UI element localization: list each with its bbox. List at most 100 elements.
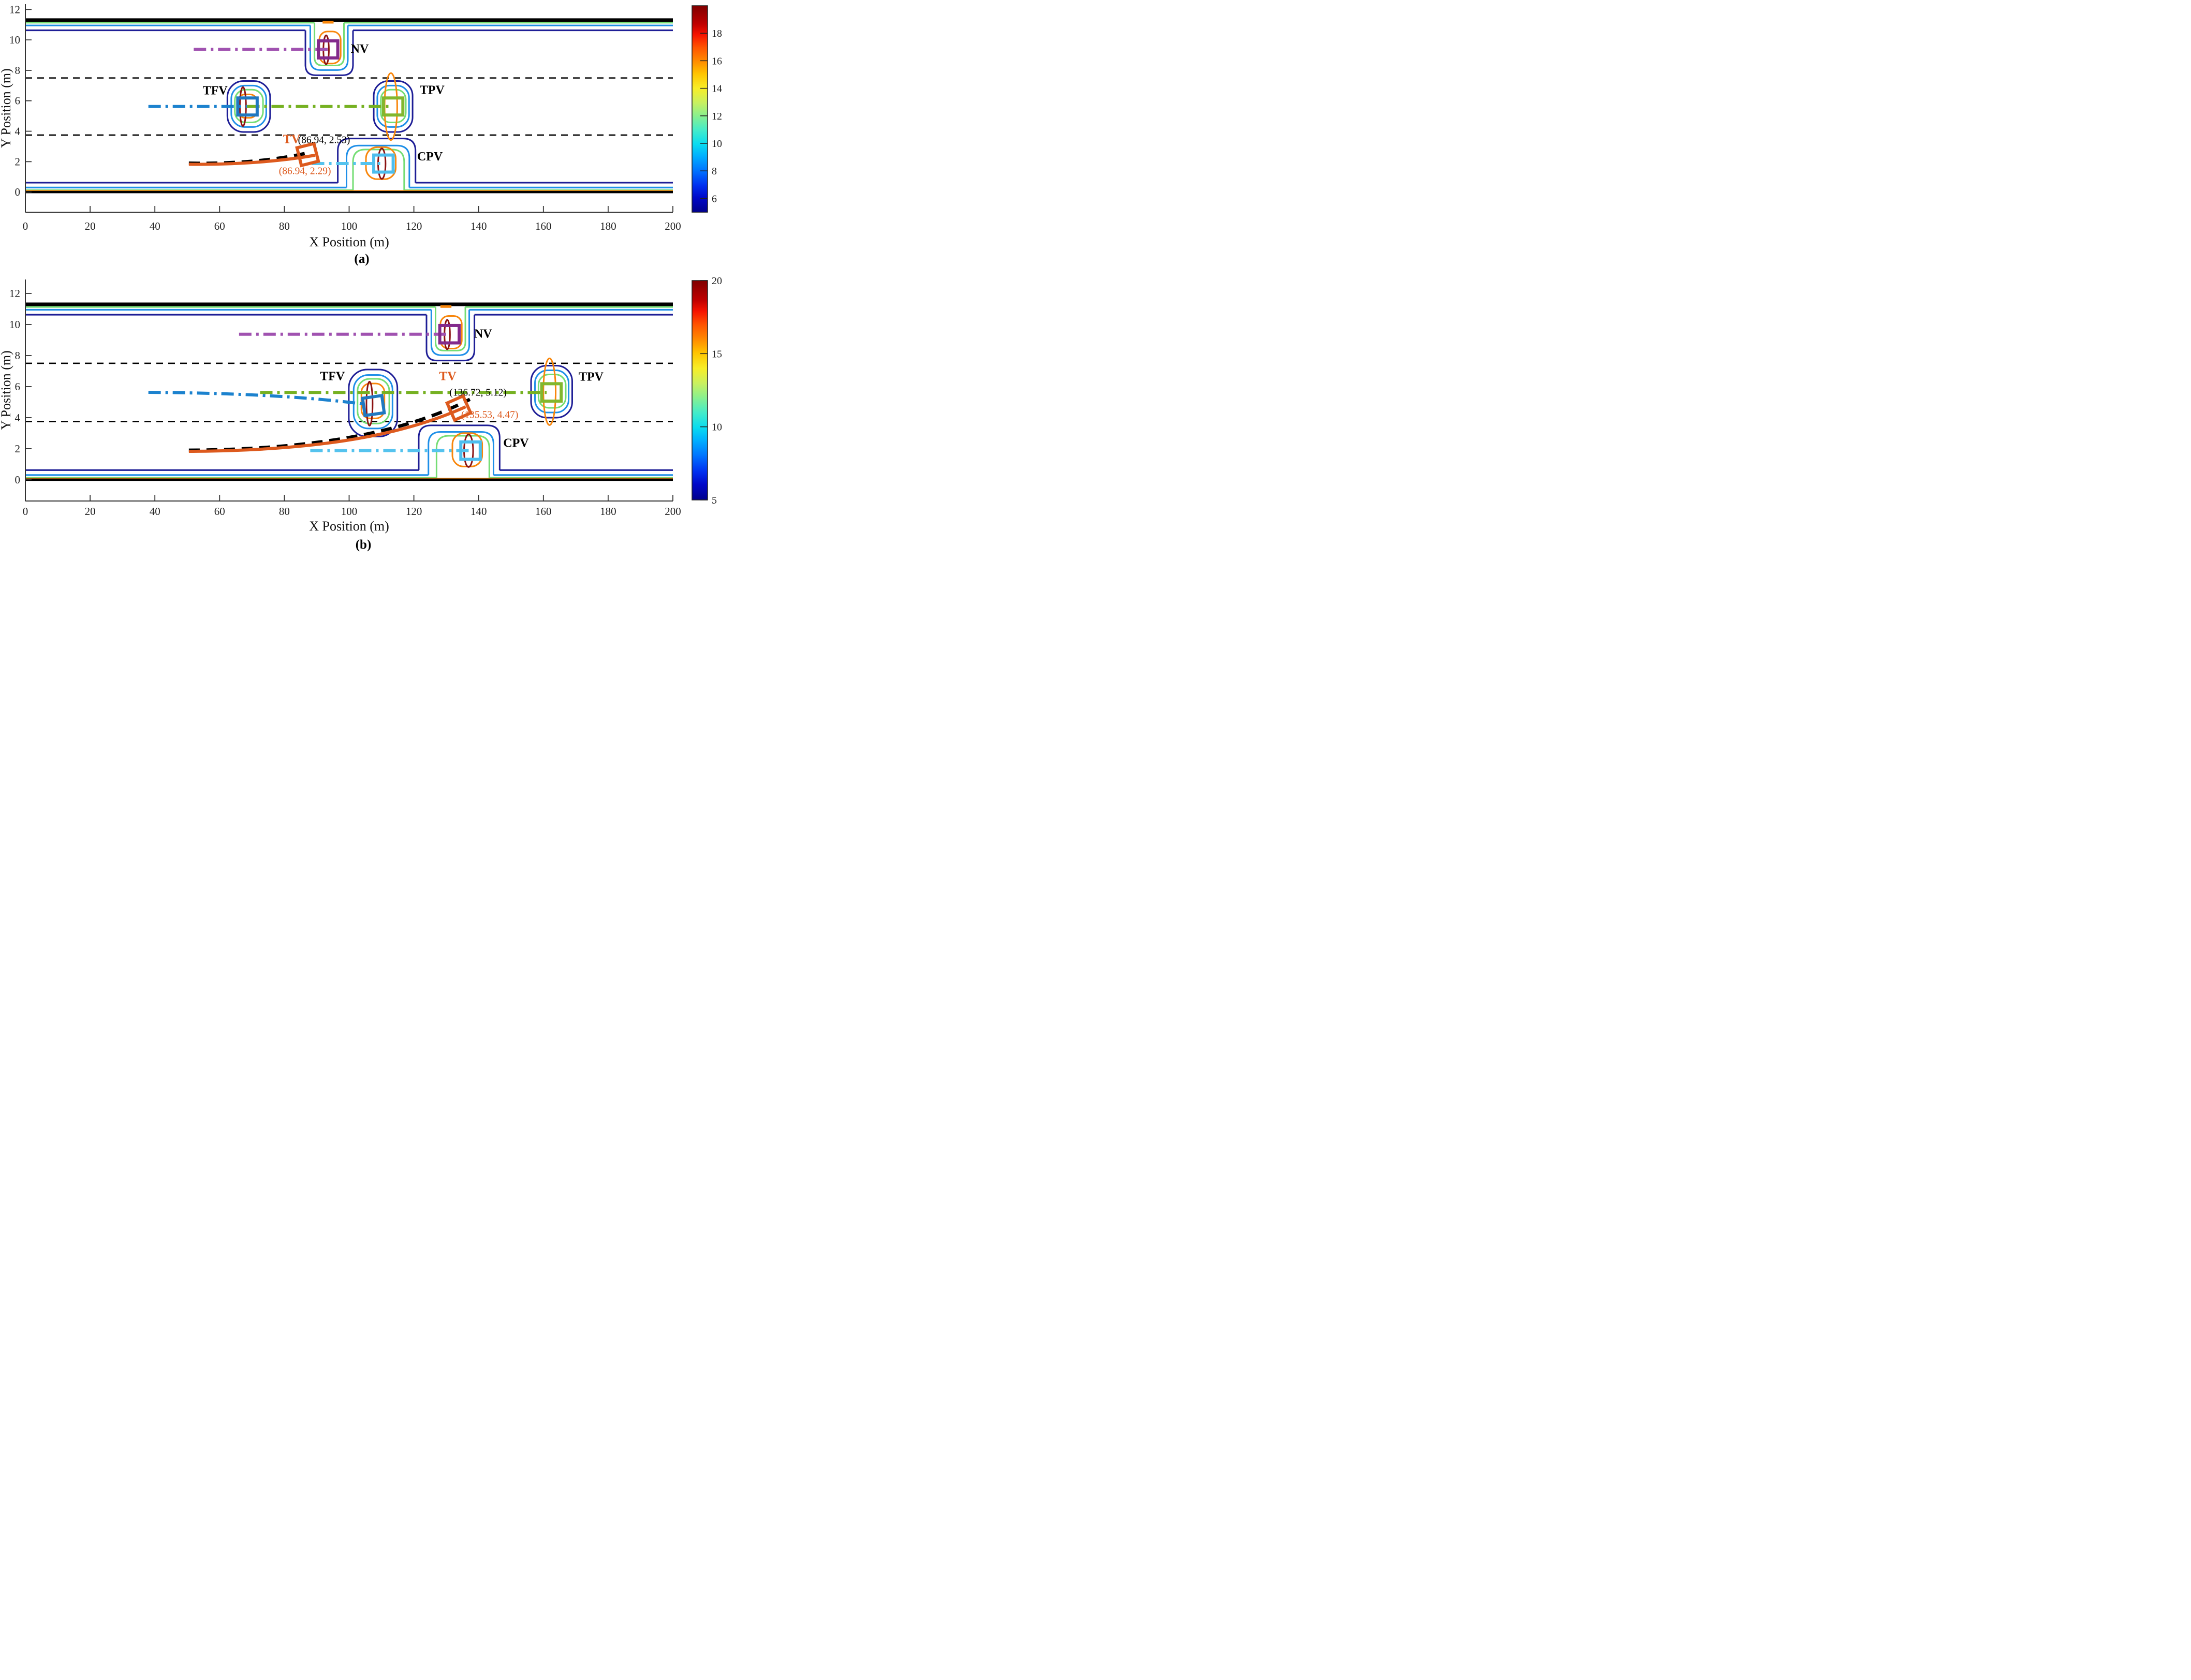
- x-tick-label: 0: [23, 505, 28, 518]
- vehicle-rect-NV: [317, 39, 340, 60]
- contour-bulge-ring: [352, 149, 405, 190]
- contour-notch-ring: [314, 22, 345, 67]
- vehicle-rect-CPV: [372, 153, 395, 174]
- subplot-tag: (b): [356, 538, 372, 552]
- colorbar-frame: [692, 280, 708, 500]
- y-tick-label: 6: [15, 380, 21, 393]
- vehicle-rect-TFV: [361, 393, 386, 418]
- y-tick-label: 6: [15, 95, 21, 107]
- x-tick-label: 120: [406, 505, 422, 518]
- contour-bulge-ring: [345, 144, 410, 188]
- contour-bulge-ring: [337, 138, 417, 183]
- x-tick-label: 80: [279, 505, 290, 518]
- subplot-a: NV TFV TPV TV(86.94, 2.53) (86.94, 2.29) CPV 0…: [0, 3, 681, 266]
- x-tick-label: 40: [150, 220, 160, 232]
- annotation-TFV: TFV: [320, 370, 345, 383]
- x-tick-label: 140: [470, 220, 487, 232]
- x-tick-label: 100: [341, 220, 358, 232]
- x-tick-label: 0: [23, 220, 28, 232]
- x-axis-label: X Position (m): [309, 234, 389, 249]
- x-tick-label: 180: [600, 505, 616, 518]
- x-tick-label: 160: [535, 505, 552, 518]
- annotation-NV: NV: [351, 42, 369, 56]
- y-tick-label: 10: [9, 318, 20, 331]
- x-tick-label: 20: [85, 220, 96, 232]
- vehicle-rect-TPV: [540, 382, 563, 403]
- colorbar-tick-label: 6: [712, 193, 717, 204]
- trajectory-tv-actual: [188, 405, 466, 453]
- colorbar-tick-label: 14: [712, 83, 722, 95]
- colorbar-tick-label: 20: [712, 275, 722, 287]
- vehicle-rect-TV: [295, 141, 320, 168]
- colorbar-tick-label: 10: [712, 422, 722, 433]
- annotation-CPV: CPV: [417, 150, 443, 164]
- y-axis-label: Y Position (m): [0, 350, 13, 430]
- contour-ring: [542, 357, 557, 426]
- y-tick-label: 12: [9, 3, 20, 16]
- x-tick-label: 20: [85, 505, 96, 518]
- y-tick-label: 4: [15, 411, 21, 424]
- colorbar-tick-label: 5: [712, 495, 717, 506]
- colorbar-tick-label: 12: [712, 111, 722, 122]
- trajectory-tfv-path: [148, 391, 367, 406]
- colorbar-tick-label: 10: [712, 138, 722, 150]
- x-tick-label: 40: [150, 505, 160, 518]
- y-axis-label: Y Position (m): [0, 68, 13, 148]
- contour-bulge-ring: [418, 424, 501, 470]
- annotation--86.94-2.53-: (86.94, 2.53): [298, 135, 350, 145]
- annotation--86.94-2.29-: (86.94, 2.29): [279, 166, 331, 176]
- y-tick-label: 0: [15, 474, 21, 486]
- x-tick-label: 200: [665, 220, 681, 232]
- contour-notch-ring: [435, 307, 466, 351]
- x-tick-label: 140: [470, 505, 487, 518]
- y-tick-label: 8: [15, 64, 21, 77]
- annotation--136.72-5.12-: (136.72, 5.12): [449, 387, 507, 398]
- y-tick-label: 10: [9, 34, 20, 46]
- annotation-TV: TV: [439, 370, 457, 383]
- vehicle-rect-CPV: [459, 440, 482, 461]
- contour-bulge-ring: [435, 435, 490, 478]
- y-tick-label: 4: [15, 125, 21, 138]
- contour-notch-ring: [425, 315, 476, 362]
- y-tick-label: 8: [15, 349, 21, 362]
- annotation-NV: NV: [474, 327, 492, 341]
- x-tick-label: 120: [406, 220, 422, 232]
- y-tick-label: 2: [15, 155, 21, 168]
- colorbar-frame: [692, 5, 708, 213]
- x-axis-label: X Position (m): [309, 519, 389, 534]
- x-tick-label: 100: [341, 505, 358, 518]
- colorbar-a: 18 16 14 12 10 8 6: [692, 5, 722, 213]
- contour-notch-ring: [309, 25, 349, 71]
- x-tick-label: 180: [600, 220, 616, 232]
- y-tick-label: 2: [15, 443, 21, 455]
- x-tick-label: 80: [279, 220, 290, 232]
- vehicle-rect-TV: [445, 394, 473, 422]
- contour-ring: [234, 89, 264, 123]
- annotation-TPV: TPV: [420, 84, 445, 97]
- colorbar-b: 20 15 10 5: [692, 275, 722, 506]
- contour-ring: [357, 378, 390, 424]
- colorbar-tick-label: 16: [712, 55, 722, 67]
- vehicle-rect-NV: [438, 323, 461, 345]
- x-tick-label: 60: [214, 505, 225, 518]
- y-tick-label: 0: [15, 186, 21, 198]
- colorbar-tick-label: 15: [712, 348, 722, 360]
- colorbar-tick-label: 8: [712, 166, 717, 177]
- contour-bulge-ring: [428, 431, 494, 475]
- annotation--135.53-4.47-: (135.53, 4.47): [461, 410, 519, 421]
- x-tick-label: 160: [535, 220, 552, 232]
- x-tick-label: 60: [214, 220, 225, 232]
- annotation-CPV: CPV: [503, 436, 529, 450]
- vehicle-rect-TPV: [381, 96, 405, 117]
- colorbar-gradient: [692, 6, 708, 212]
- subplot-b: NV TFV TV (136.72, 5.12) (135.53, 4.47) TPV CP…: [0, 279, 681, 552]
- vehicle-rect-TFV: [236, 96, 259, 117]
- y-tick-label: 12: [9, 287, 20, 300]
- colorbar-tick-label: 18: [712, 28, 722, 39]
- contour-notch-ring: [430, 310, 470, 356]
- annotation-TFV: TFV: [203, 84, 228, 97]
- contour-figure: NV TFV TPV TV (86.94, 2.53) (86.94, 2.29) CPV 0…: [0, 0, 730, 560]
- colorbar-gradient: [692, 281, 708, 500]
- contour-notch-ring: [304, 30, 354, 76]
- subplot-tag: (a): [354, 252, 369, 266]
